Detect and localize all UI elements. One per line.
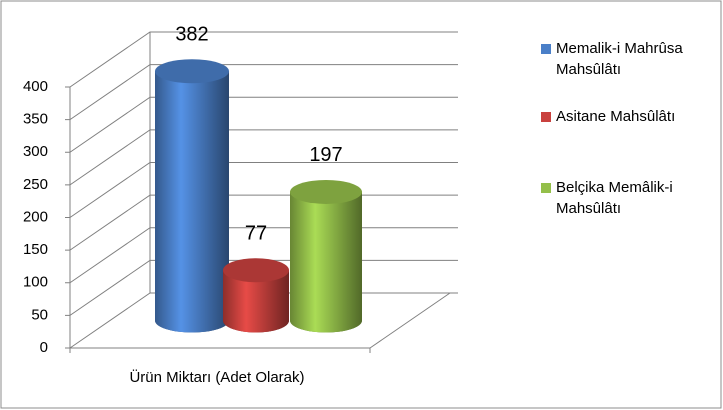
bar-top <box>290 179 362 204</box>
bar-top <box>155 59 229 84</box>
legend-label: Memalik-i Mahrûsa Mahsûlâtı <box>556 40 683 78</box>
grid-line <box>69 31 458 88</box>
legend-swatch <box>541 44 551 54</box>
y-tick-label: 100 <box>23 274 48 291</box>
bar-body-cover <box>290 191 362 321</box>
legend-swatch <box>541 112 551 122</box>
bar-body-cover <box>155 71 229 321</box>
data-label: 382 <box>175 24 208 46</box>
legend-label: Asitane Mahsûlâtı <box>556 108 676 125</box>
y-tick-label: 200 <box>23 208 48 225</box>
floor-right <box>369 292 451 349</box>
legend-label: Belçika Memâlik-i Mahsûlâtı <box>556 179 673 217</box>
y-tick-label: 300 <box>23 143 48 160</box>
legend-swatch <box>541 183 551 193</box>
y-tick-label: 150 <box>23 241 48 258</box>
x-tick-label: Ürün Miktarı (Adet Olarak) <box>129 368 304 386</box>
data-label: 77 <box>245 223 267 245</box>
grid-line <box>69 64 458 121</box>
y-tick-label: 350 <box>23 111 48 128</box>
y-tick-label: 0 <box>40 339 48 356</box>
legend-entry: Memalik-i Mahrûsa Mahsûlâtı <box>556 40 683 78</box>
y-tick-label: 400 <box>23 78 48 95</box>
grid-line <box>69 96 458 153</box>
data-label: 197 <box>309 144 342 166</box>
bar-top <box>223 258 289 283</box>
legend-entry: Belçika Memâlik-i Mahsûlâtı <box>556 179 673 217</box>
y-tick-label: 250 <box>23 176 48 193</box>
grid-line <box>69 129 458 186</box>
legend-entry: Asitane Mahsûlâtı <box>556 108 676 125</box>
grid-line <box>69 162 458 218</box>
y-tick-label: 50 <box>31 306 48 323</box>
